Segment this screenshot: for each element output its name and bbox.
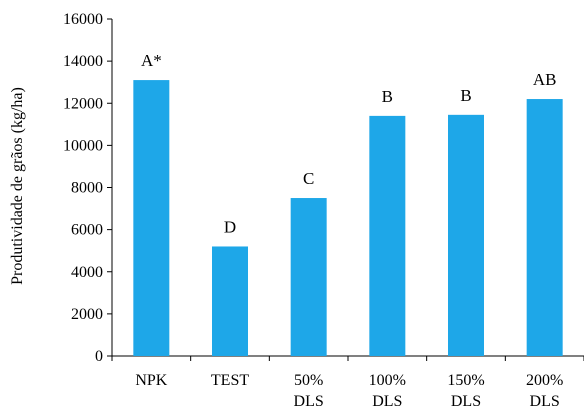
y-axis-title: Produtividade de grãos (kg/ha) [9, 87, 26, 285]
x-tick-label: TEST [211, 372, 249, 389]
y-tick-label: 16000 [63, 11, 103, 28]
x-tick-label-line: DLS [372, 393, 402, 410]
bar [526, 99, 563, 356]
x-tick-label: 200% DLS [526, 372, 563, 410]
bar-data-label: B [460, 86, 471, 105]
x-tick-label: NPK [135, 372, 167, 389]
bar-data-label: AB [533, 70, 557, 89]
bar [133, 80, 170, 357]
x-tick-label-line: 150% [447, 372, 484, 389]
y-tick-label: 2000 [71, 306, 103, 323]
data-labels: A* D C B B AB [141, 51, 557, 236]
bar-data-label: B [382, 87, 393, 106]
x-tick-label-line: NPK [135, 372, 167, 389]
y-tick-label: 10000 [63, 137, 103, 154]
y-tick-label: 12000 [63, 95, 103, 112]
bars [133, 80, 563, 357]
x-tick-label-line: 200% [526, 372, 563, 389]
bar [448, 114, 484, 356]
x-tick-label-line: DLS [451, 393, 481, 410]
x-tick-label: 150% DLS [447, 372, 484, 410]
y-tick-label: 0 [95, 348, 103, 365]
y-tick-label: 14000 [63, 53, 103, 70]
x-tick-label-line: 100% [369, 372, 406, 389]
bar [369, 115, 406, 356]
x-tick-label-line: DLS [530, 393, 560, 410]
bar-data-label: D [224, 217, 236, 236]
bar [212, 246, 248, 356]
x-tick-label-line: TEST [211, 372, 249, 389]
x-axis: NPK TEST 50% DLS 100% DLS 150% DLS 200% DLS [111, 355, 584, 410]
y-axis: 0 2000 4000 6000 8000 10000 12000 14000 16000 [63, 11, 113, 365]
x-tick-label: 50% DLS [294, 372, 324, 410]
x-tick-label: 100% DLS [369, 372, 406, 410]
y-tick-label: 8000 [71, 180, 103, 197]
y-tick-label: 4000 [71, 264, 103, 281]
x-tick-label-line: DLS [294, 393, 324, 410]
bar-data-label: C [303, 169, 314, 188]
bar-data-label: A* [141, 51, 162, 70]
bar [290, 198, 327, 356]
x-tick-label-line: 50% [294, 372, 323, 389]
y-tick-label: 6000 [71, 222, 103, 239]
